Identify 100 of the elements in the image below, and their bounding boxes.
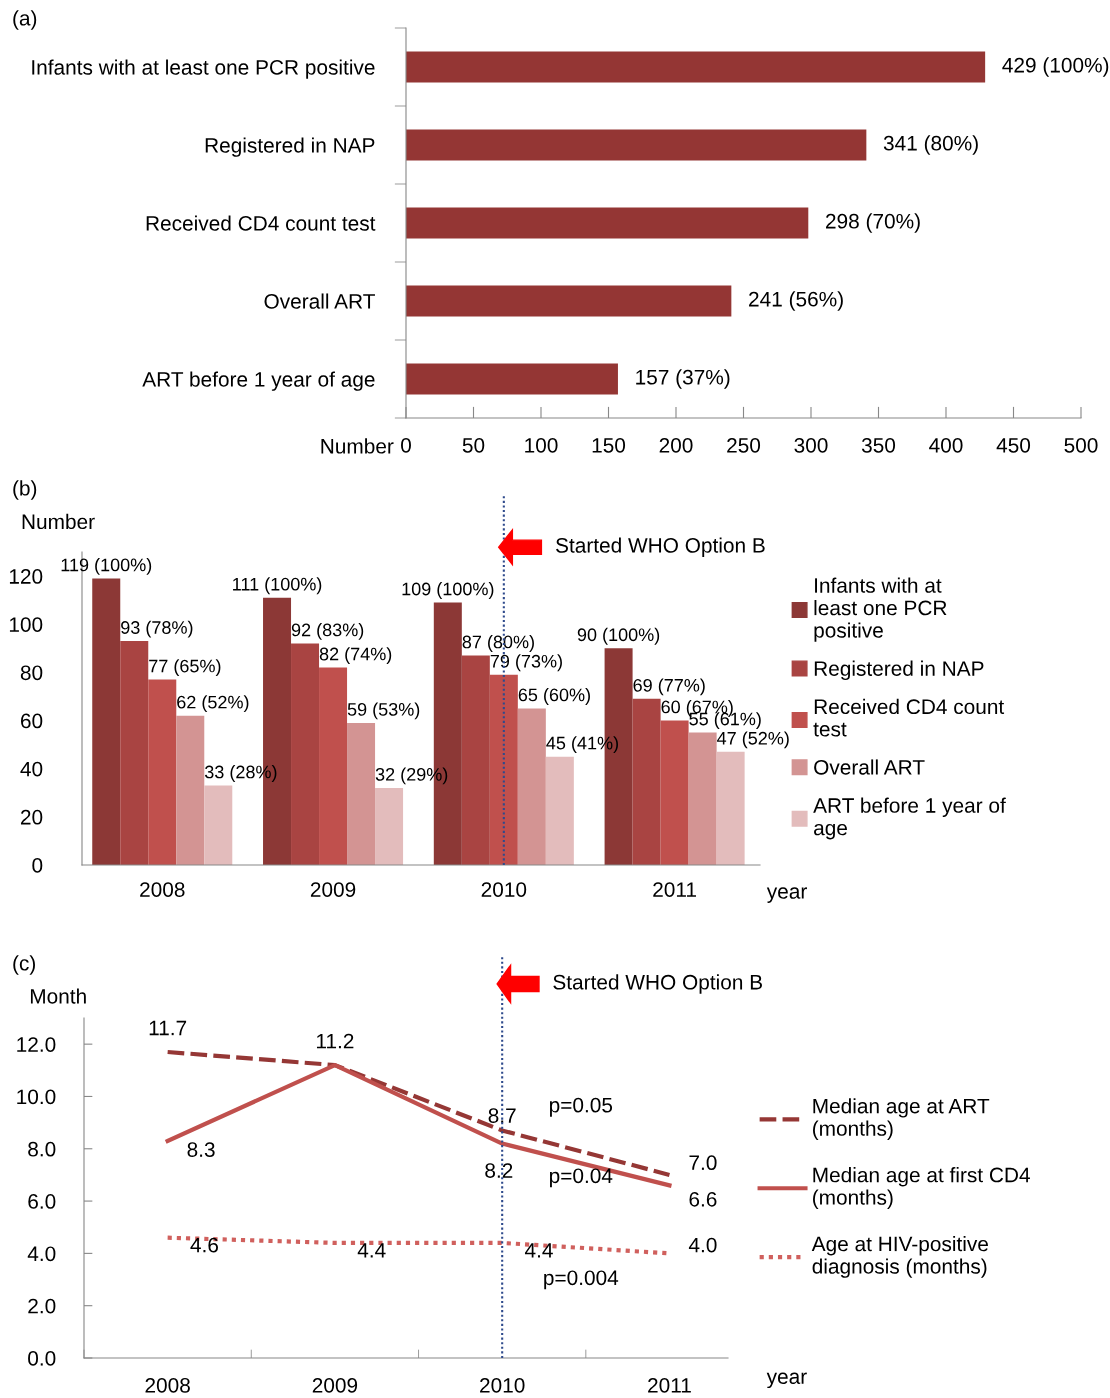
data-label: 4.4: [524, 1243, 553, 1258]
y-tick-label: 0: [32, 858, 43, 873]
legend-label: Median age at ART (months): [813, 1098, 990, 1140]
y-tick-label: 120: [9, 569, 43, 584]
data-label: 4.0: [688, 1237, 717, 1253]
y-tick-label: Overall ART: [264, 293, 375, 309]
x-tick-label: 2011: [648, 1377, 691, 1393]
x-axis-title: Number: [321, 438, 394, 454]
data-label: 77 (65%): [149, 659, 221, 676]
x-tick-label: 2008: [140, 882, 185, 897]
y-tick-label: 12.0: [17, 1037, 56, 1052]
data-label: 65 (60%): [518, 688, 590, 705]
data-label: 241 (56%): [749, 291, 843, 311]
x-tick-label: 350: [861, 437, 896, 453]
text: (a): [13, 10, 37, 30]
annotation: p=0.004: [544, 1270, 619, 1290]
y-tick-label: 6.0: [28, 1194, 56, 1209]
bar: [716, 751, 745, 865]
data-label: 6.6: [689, 1191, 717, 1207]
y-tick-label: 0.0: [28, 1351, 56, 1366]
x-tick-label: 450: [996, 437, 1031, 453]
chart-title: (b): [13, 480, 37, 500]
data-label: 157 (37%): [636, 369, 730, 389]
ref-line-label: Started WHO Option B: [553, 974, 762, 994]
legend-label: Age at HIV-positive diagnosis (months): [811, 1236, 988, 1278]
x-tick-label: 150: [592, 437, 626, 453]
data-label: 11.2: [316, 1033, 354, 1049]
bar: [632, 698, 661, 865]
y-tick-label: 4.0: [27, 1246, 56, 1262]
data-label: 47 (52%): [717, 731, 789, 749]
y-axis-title: Month: [30, 988, 86, 1004]
data-label: 87 (80%): [462, 635, 534, 652]
bar: [461, 655, 490, 865]
y-tick-label: 8.0: [28, 1141, 56, 1157]
annotation: p=0.04: [550, 1168, 613, 1188]
y-tick-label: 2.0: [28, 1298, 56, 1314]
x-tick-label: 2011: [653, 882, 696, 897]
data-label: 109 (100%): [402, 582, 494, 599]
bar: [291, 643, 320, 865]
data-label: 7.0: [689, 1155, 717, 1171]
bar: [545, 756, 574, 865]
x-tick-label: 300: [794, 437, 828, 453]
legend-label: Overall ART: [814, 759, 925, 775]
y-tick-label: 100: [9, 617, 43, 632]
annotation: p=0.05: [550, 1097, 613, 1117]
bar: [406, 285, 732, 317]
bar: [406, 129, 867, 161]
data-label: 11.7: [149, 1020, 187, 1036]
x-tick-label: 2009: [310, 882, 356, 897]
x-tick-label: 0: [401, 437, 411, 453]
y-tick-label: 10.0: [17, 1089, 56, 1105]
legend-label: Registered in NAP: [814, 660, 984, 681]
bar: [148, 679, 177, 865]
bar: [406, 51, 986, 83]
x-axis-title: year: [766, 887, 807, 903]
data-label: 82 (74%): [319, 647, 392, 664]
x-tick-label: 2009: [312, 1377, 358, 1393]
x-tick-label: 200: [659, 437, 693, 453]
y-tick-label: 60: [21, 713, 43, 729]
bar: [319, 667, 348, 865]
data-label: 119 (100%): [61, 558, 152, 575]
bar: [176, 715, 205, 865]
bar: [517, 708, 546, 865]
x-tick-label: 500: [1064, 437, 1098, 453]
data-label: 341 (80%): [883, 135, 978, 155]
x-tick-label: 2010: [480, 1377, 525, 1393]
data-label: 8.3: [187, 1142, 215, 1157]
x-tick-label: 100: [525, 437, 558, 453]
bar: [406, 363, 618, 395]
data-label: 8.2: [485, 1163, 513, 1178]
bar: [204, 785, 233, 865]
data-label: 79 (73%): [490, 654, 562, 672]
data-label: 92 (83%): [291, 623, 364, 640]
y-tick-label: Received CD4 count test: [146, 215, 376, 231]
y-tick-label: 80: [20, 665, 43, 681]
bar: [120, 641, 149, 865]
y-tick-label: Registered in NAP: [205, 137, 375, 157]
data-label: 59 (53%): [347, 702, 420, 720]
y-tick-label: 40: [20, 761, 43, 777]
data-label: 111 (100%): [233, 577, 322, 595]
legend-label: ART before 1 year of age: [813, 797, 1006, 840]
data-label: 93 (78%): [121, 620, 193, 638]
bar: [489, 674, 518, 865]
x-axis-title: year: [766, 1372, 807, 1389]
data-label: 8.7: [488, 1108, 516, 1123]
y-tick-label: ART before 1 year of age: [142, 371, 375, 391]
data-label: 429 (100%): [1002, 57, 1109, 77]
bar: [347, 722, 376, 865]
bar: [92, 578, 121, 865]
y-tick-label: 20: [20, 809, 43, 825]
x-tick-label: 2008: [145, 1377, 190, 1393]
bar: [406, 207, 809, 239]
bar: [375, 787, 404, 865]
x-tick-label: 250: [727, 437, 761, 453]
x-tick-label: 50: [462, 437, 485, 453]
x-tick-label: 2010: [481, 882, 527, 897]
data-label: 62 (52%): [177, 695, 249, 713]
y-tick-label: Infants with at least one PCR positive: [32, 59, 375, 79]
data-label: 69 (77%): [633, 678, 705, 696]
y-axis-title: Number: [22, 513, 95, 530]
